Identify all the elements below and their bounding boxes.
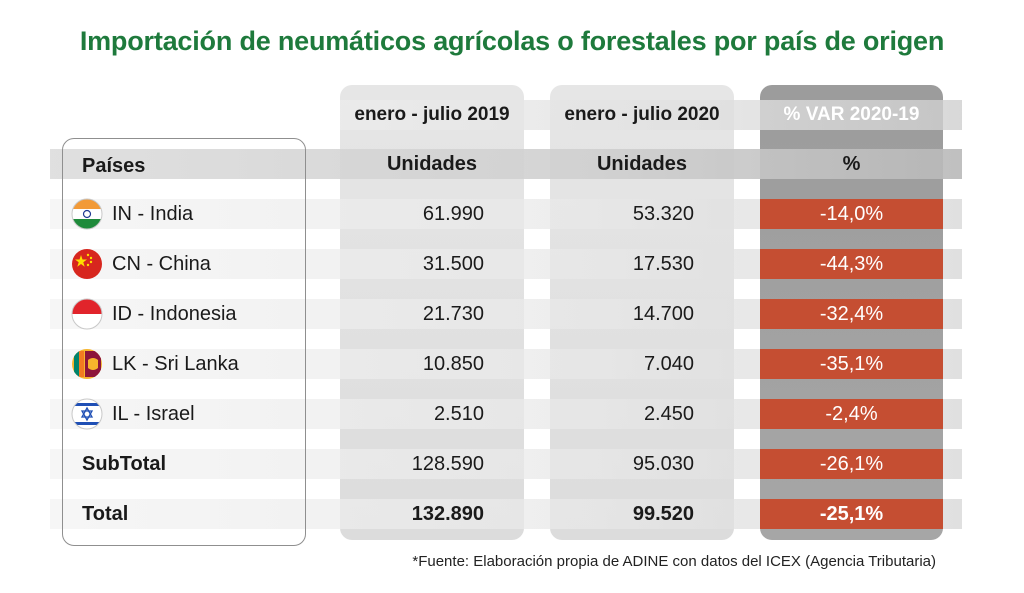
country-label: IN - India <box>112 203 194 225</box>
value-2020: 2.450 <box>643 403 694 425</box>
value-2019: 2.510 <box>433 403 484 425</box>
subtotal-2020: 95.030 <box>632 453 694 475</box>
column-header-units-2020: Unidades <box>596 153 688 175</box>
total-2019: 132.890 <box>411 503 484 525</box>
variation-cell: -44,3% <box>760 249 943 279</box>
column-header-countries: Países <box>82 155 146 177</box>
total-2020: 99.520 <box>632 503 694 525</box>
period-label-2019: enero - julio 2019 <box>354 104 510 125</box>
value-2020: 17.530 <box>632 253 694 275</box>
subtotal-2019: 128.590 <box>411 453 484 475</box>
value-2020: 7.040 <box>643 353 694 375</box>
israel-flag-icon <box>71 398 103 430</box>
period-label-var: % VAR 2020-19 <box>783 104 920 125</box>
variation-cell: -2,4% <box>760 399 943 429</box>
value-2019: 61.990 <box>422 203 484 225</box>
column-header-units-2019: Unidades <box>386 153 478 175</box>
value-2019: 10.850 <box>422 353 484 375</box>
country-label: ID - Indonesia <box>112 303 237 325</box>
variation-cell: -14,0% <box>760 199 943 229</box>
variation-cell: -35,1% <box>760 349 943 379</box>
china-flag-icon <box>71 248 103 280</box>
country-label: IL - Israel <box>112 403 195 425</box>
period-header-band <box>340 100 962 130</box>
value-2020: 14.700 <box>632 303 694 325</box>
total-label: Total <box>82 503 129 525</box>
value-2020: 53.320 <box>632 203 694 225</box>
header-band <box>50 149 962 179</box>
subtotal-variation-cell: -26,1% <box>760 449 943 479</box>
total-variation-cell: -25,1% <box>760 499 943 529</box>
sri-lanka-flag-icon <box>71 348 103 380</box>
india-flag-icon <box>71 198 103 230</box>
country-label: LK - Sri Lanka <box>112 353 239 375</box>
column-header-percent: % <box>842 153 861 175</box>
countries-card <box>62 138 306 546</box>
period-label-2020: enero - julio 2020 <box>564 104 720 125</box>
source-note: *Fuente: Elaboración propia de ADINE con… <box>412 553 936 570</box>
value-2019: 21.730 <box>422 303 484 325</box>
chart-title: Importación de neumáticos agrícolas o fo… <box>79 26 945 56</box>
subtotal-label: SubTotal <box>82 453 167 475</box>
variation-cell: -32,4% <box>760 299 943 329</box>
country-label: CN - China <box>112 253 211 275</box>
indonesia-flag-icon <box>71 298 103 330</box>
value-2019: 31.500 <box>422 253 484 275</box>
